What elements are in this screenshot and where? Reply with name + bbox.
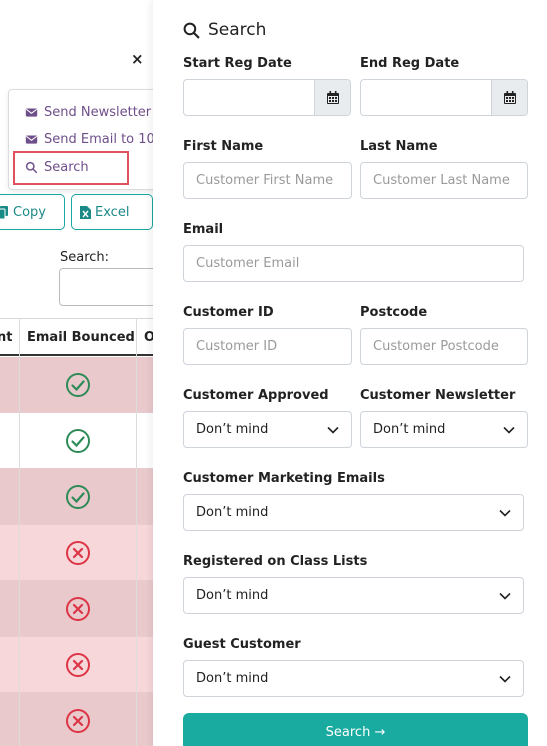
search-icon [183, 22, 200, 39]
x-circle-icon [66, 653, 90, 677]
calendar-button[interactable] [491, 80, 527, 115]
table-row[interactable] [0, 693, 160, 746]
x-circle-icon [66, 541, 90, 565]
chevron-down-icon [499, 509, 511, 517]
table-row[interactable] [0, 581, 160, 637]
table-row[interactable] [0, 357, 160, 413]
end-reg-date-input[interactable] [360, 79, 528, 116]
search-submit-label: Search → [325, 724, 386, 740]
select-value: Don’t mind [196, 505, 269, 520]
email-bounced-cell [20, 413, 136, 469]
chevron-down-icon [327, 426, 339, 434]
copy-icon [0, 205, 8, 219]
check-circle-icon [66, 429, 90, 453]
check-circle-icon [66, 373, 90, 397]
table-search-input[interactable] [59, 268, 160, 306]
email-bounced-cell [20, 581, 136, 637]
first-name-field[interactable]: Customer First Name [183, 162, 352, 199]
class-lists-select[interactable]: Don’t mind [183, 577, 524, 614]
excel-button-label: Excel [95, 204, 130, 220]
customer-approved-select[interactable]: Don’t mind [183, 411, 352, 448]
column-header-email-bounced[interactable]: Email Bounced [27, 329, 135, 345]
guest-customer-select[interactable]: Don’t mind [183, 660, 524, 697]
customer-approved-label: Customer Approved [183, 388, 329, 403]
panel-title-text: Search [208, 20, 267, 40]
postcode-label: Postcode [360, 305, 428, 320]
menu-item-label: Send Newsletter to [44, 104, 160, 120]
table-row[interactable] [0, 525, 160, 581]
email-bounced-cell [20, 525, 136, 581]
email-bounced-cell [20, 357, 136, 413]
email-bounced-cell [20, 469, 136, 525]
envelope-icon [25, 107, 38, 117]
end-reg-date-label: End Reg Date [360, 56, 460, 71]
copy-button[interactable]: Copy [0, 194, 65, 230]
marketing-emails-select[interactable]: Don’t mind [183, 494, 524, 531]
table-row[interactable] [0, 413, 160, 469]
panel-title: Search [183, 20, 266, 40]
calendar-icon [326, 90, 339, 104]
customer-newsletter-label: Customer Newsletter [360, 388, 516, 403]
menu-item-search[interactable]: Search [25, 157, 89, 177]
x-circle-icon [66, 597, 90, 621]
last-name-field[interactable]: Customer Last Name [360, 162, 528, 199]
excel-file-icon [80, 205, 91, 219]
menu-item-label: Search [44, 159, 89, 175]
search-panel: Search Start Reg Date End Reg Date First… [153, 0, 547, 746]
customer-id-label: Customer ID [183, 305, 274, 320]
select-value: Don’t mind [196, 588, 269, 603]
copy-button-label: Copy [13, 204, 46, 220]
start-reg-date-label: Start Reg Date [183, 56, 292, 71]
chevron-down-icon [499, 592, 511, 600]
class-lists-label: Registered on Class Lists [183, 554, 368, 569]
column-divider [19, 318, 20, 746]
search-submit-button[interactable]: Search → [183, 713, 528, 746]
calendar-button[interactable] [314, 80, 350, 115]
close-icon[interactable]: × [131, 50, 144, 68]
select-value: Don’t mind [373, 422, 446, 437]
excel-button[interactable]: Excel [71, 194, 153, 230]
postcode-field[interactable]: Customer Postcode [360, 328, 528, 365]
select-value: Don’t mind [196, 422, 269, 437]
table-row[interactable] [0, 637, 160, 693]
column-header[interactable]: O [144, 329, 156, 345]
table-search-label: Search: [60, 250, 110, 265]
email-label: Email [183, 222, 224, 237]
x-circle-icon [66, 709, 90, 733]
marketing-emails-label: Customer Marketing Emails [183, 471, 385, 486]
email-bounced-cell [20, 637, 136, 693]
customer-newsletter-select[interactable]: Don’t mind [360, 411, 528, 448]
menu-item-send-email[interactable]: Send Email to 10 C [25, 129, 160, 149]
actions-dropdown-menu: Send Newsletter to Send Email to 10 C Se… [8, 89, 160, 190]
column-header[interactable]: nt [0, 329, 13, 345]
first-name-label: First Name [183, 139, 264, 154]
email-bounced-cell [20, 693, 136, 746]
menu-item-label: Send Email to 10 C [44, 131, 160, 147]
select-value: Don’t mind [196, 671, 269, 686]
background-page: × Send Newsletter to Send Email to 10 C … [0, 0, 160, 746]
search-highlight-box [13, 151, 129, 185]
calendar-icon [503, 90, 516, 104]
email-field[interactable]: Customer Email [183, 245, 524, 282]
menu-item-send-newsletter[interactable]: Send Newsletter to [25, 102, 160, 122]
customer-id-field[interactable]: Customer ID [183, 328, 352, 365]
table-header: nt Email Bounced O [0, 318, 160, 356]
guest-customer-label: Guest Customer [183, 637, 301, 652]
last-name-label: Last Name [360, 139, 438, 154]
chevron-down-icon [499, 675, 511, 683]
column-divider [136, 318, 137, 746]
chevron-down-icon [503, 426, 515, 434]
check-circle-icon [66, 485, 90, 509]
envelope-icon [25, 134, 38, 144]
start-reg-date-input[interactable] [183, 79, 351, 116]
search-icon [25, 161, 38, 173]
table-row[interactable] [0, 469, 160, 525]
